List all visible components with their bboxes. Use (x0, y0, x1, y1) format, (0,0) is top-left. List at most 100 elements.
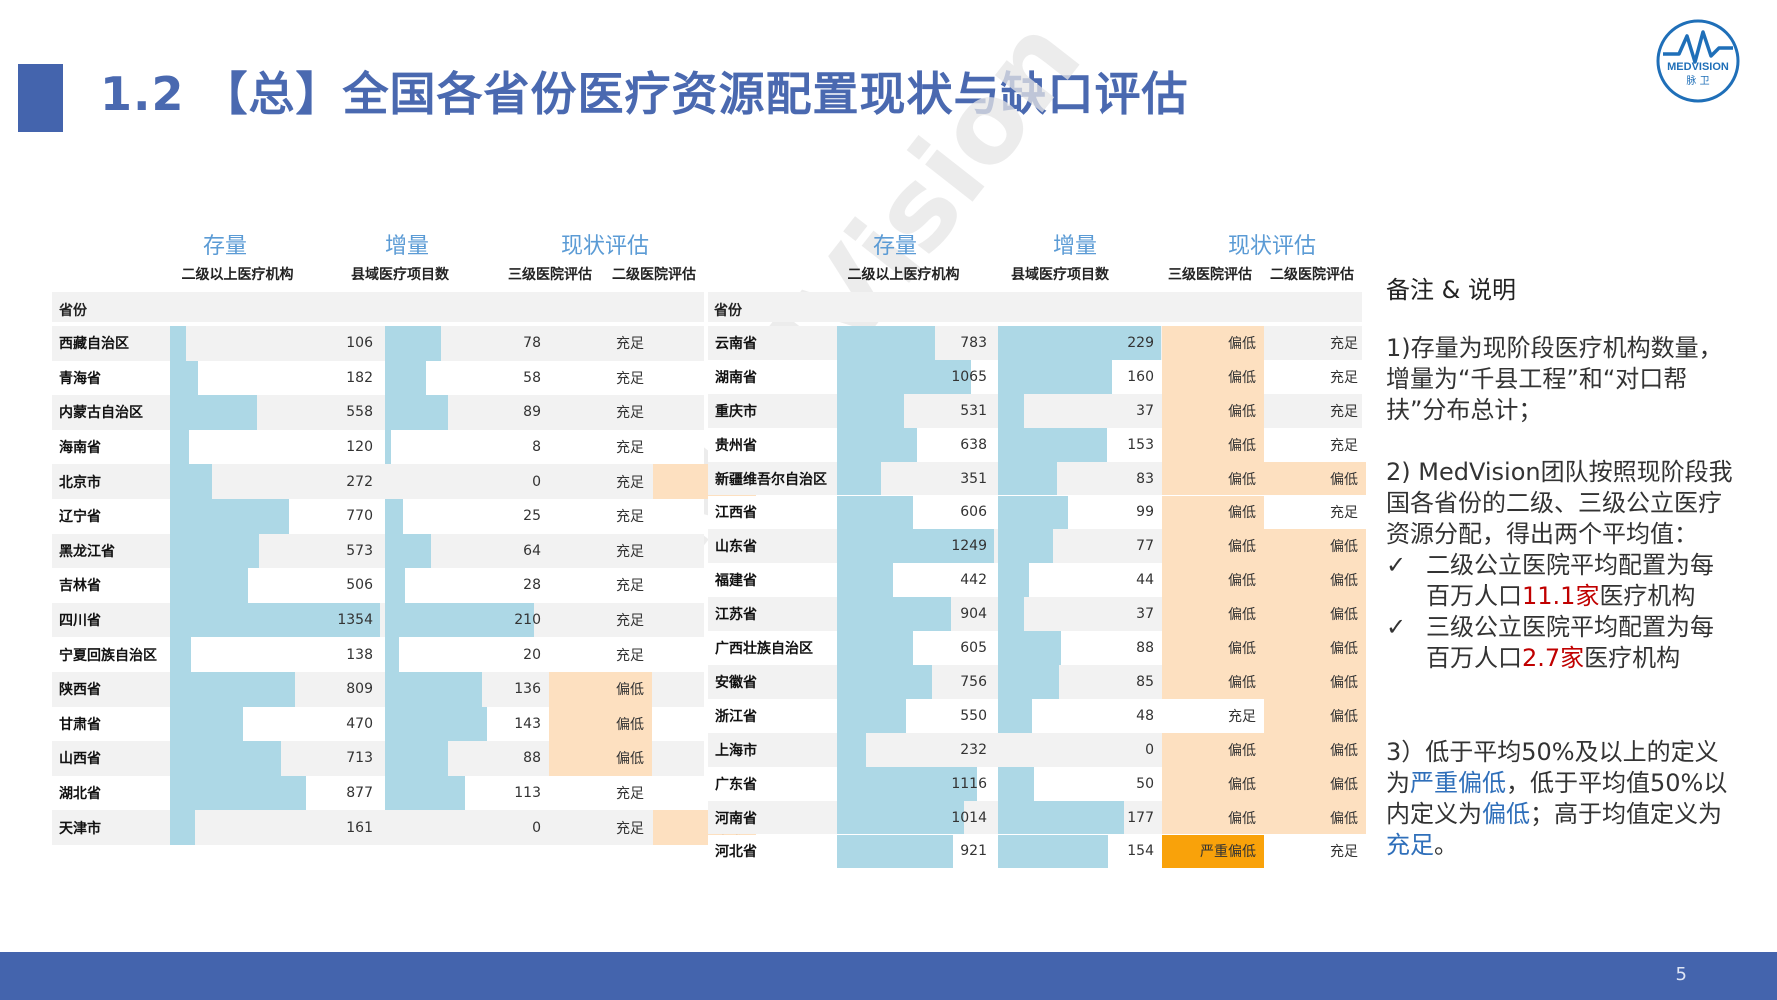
stock-bar (837, 800, 965, 835)
note-3-e: ；高于均值定义为 (1530, 800, 1722, 828)
increment-bar (385, 775, 466, 811)
table-row: 青海省18258充足充足 (52, 360, 748, 396)
tier3-evaluation: 充足 (616, 578, 644, 595)
check-icon: ✓ (1386, 551, 1407, 579)
increment-bar (385, 706, 487, 742)
table-row: 福建省 442 44 偏低 偏低 (708, 563, 1366, 598)
province-cell: 甘肃省 (59, 716, 101, 733)
note-1: 1)存量为现阶段医疗机构数量，增量为“千县工程”和“对口帮扶”分布总计； (1386, 334, 1723, 424)
table-row: 海南省1208充足充足 (52, 429, 748, 465)
province-cell: 江西省 (715, 505, 757, 522)
province-cell: 辽宁省 (59, 509, 101, 526)
right-header-status: 现状评估 (1227, 234, 1316, 259)
table-row: 重庆市 531 37 偏低 充足 (708, 393, 1362, 428)
stock-value: 558 (346, 404, 373, 421)
svg-text:脉 卫: 脉 卫 (1686, 74, 1709, 87)
increment-value: 136 (514, 681, 541, 698)
increment-bar (998, 529, 1053, 564)
table-row: 广西壮族自治区 605 88 偏低 偏低 (708, 631, 1366, 665)
increment-value: 37 (1136, 402, 1154, 419)
stock-value: 783 (960, 334, 987, 351)
province-cell: 湖南省 (715, 369, 757, 386)
province-cell: 山东省 (715, 539, 757, 556)
right-header-stock: 存量 (872, 234, 917, 259)
tier3-evaluation: 偏低 (1162, 800, 1264, 835)
table-row: 山东省 1249 77 偏低 偏低 (708, 529, 1366, 564)
province-cell: 安徽省 (715, 674, 757, 691)
tier3-evaluation: 充足 (616, 509, 644, 526)
tier3-evaluation: 偏低 (549, 706, 652, 742)
table-row: 宁夏回族自治区13820充足充足 (52, 637, 748, 672)
left-sub-increment: 县域医疗项目数 (351, 267, 449, 283)
stock-bar (170, 706, 243, 742)
stock-value: 770 (346, 508, 373, 525)
title-accent-block (18, 64, 63, 132)
table-row: 贵州省 638 153 偏低 充足 (708, 427, 1362, 462)
increment-value: 177 (1127, 809, 1154, 826)
increment-bar (998, 834, 1108, 869)
stock-bar (837, 495, 914, 530)
stock-value: 1116 (951, 775, 987, 792)
tier3-evaluation: 偏低 (1162, 326, 1264, 360)
increment-value: 89 (523, 404, 541, 421)
tier3-evaluation: 偏低 (1162, 461, 1264, 496)
province-cell: 浙江省 (715, 708, 757, 725)
stock-bar (170, 810, 195, 845)
province-cell: 贵州省 (715, 437, 757, 454)
tier2-evaluation: 偏低 (1264, 698, 1366, 733)
stock-bar (837, 631, 914, 665)
tier3-evaluation: 偏低 (1162, 563, 1264, 598)
tier2-evaluation: 偏低 (1264, 461, 1366, 496)
right-header-province: 省份 (714, 303, 742, 319)
province-cell: 新疆维吾尔自治区 (715, 471, 827, 488)
province-cell: 天津市 (59, 820, 101, 837)
increment-value: 8 (532, 439, 541, 456)
increment-bar (385, 395, 449, 430)
right-sub-tier3: 三级医院评估 (1168, 267, 1252, 283)
note-3-g: 。 (1434, 831, 1458, 859)
left-header-stock: 存量 (202, 234, 247, 259)
increment-value: 210 (514, 612, 541, 629)
stock-value: 531 (960, 402, 987, 419)
table-row: 西藏自治区10678充足充足 (52, 326, 748, 361)
tier3-evaluation: 偏低 (1162, 665, 1264, 699)
stock-bar (837, 766, 978, 801)
left-header-status: 现状评估 (560, 234, 649, 259)
province-cell: 山西省 (59, 751, 101, 768)
increment-bar (998, 665, 1059, 699)
province-cell: 宁夏回族自治区 (59, 647, 157, 664)
stock-bar (170, 395, 257, 430)
right-header-increment: 增量 (1052, 234, 1097, 259)
tier3-evaluation: 充足 (616, 543, 644, 560)
table-row: 江苏省 904 37 偏低 偏低 (708, 597, 1366, 632)
table-row: 广东省 1116 50 偏低 偏低 (708, 766, 1366, 801)
table-row: 河北省 921 154 严重偏低 充足 (708, 834, 1362, 869)
tier2-evaluation: 偏低 (1264, 766, 1366, 801)
tier3-evaluation: 偏低 (1162, 631, 1264, 665)
increment-value: 0 (1145, 741, 1154, 758)
table-row: 云南省 783 229 偏低 充足 (708, 326, 1362, 360)
stock-bar (170, 637, 192, 672)
increment-value: 28 (523, 577, 541, 594)
province-cell: 河北省 (715, 844, 757, 861)
province-cell: 河南省 (715, 810, 757, 827)
tier3-evaluation: 充足 (1228, 708, 1256, 725)
tier3-evaluation: 充足 (616, 336, 644, 353)
table-row: 湖北省877113充足充足 (52, 775, 748, 811)
table-row: 四川省1354210充足充足 (52, 602, 748, 638)
tier3-evaluation: 充足 (616, 820, 644, 837)
table-row: 河南省 1014 177 偏低 偏低 (708, 800, 1366, 835)
tier3-evaluation: 充足 (616, 613, 644, 630)
note-3-sufficient: 充足 (1386, 831, 1434, 859)
note-2-text: 2) MedVision团队按照现阶段我国各省份的二级、三级公立医疗资源分配，得… (1386, 458, 1733, 548)
tier3-evaluation: 偏低 (549, 741, 652, 776)
province-cell: 湖北省 (59, 786, 101, 803)
increment-value: 64 (523, 542, 541, 559)
increment-bar (998, 597, 1025, 632)
stock-value: 809 (346, 681, 373, 698)
table-row: 上海市 232 0 偏低 偏低 (708, 732, 1366, 767)
note-3-c: ，低于平均值50%以内定义为 (1386, 769, 1728, 828)
stock-bar (837, 665, 933, 699)
stock-value: 550 (960, 707, 987, 724)
stock-bar (837, 834, 953, 869)
